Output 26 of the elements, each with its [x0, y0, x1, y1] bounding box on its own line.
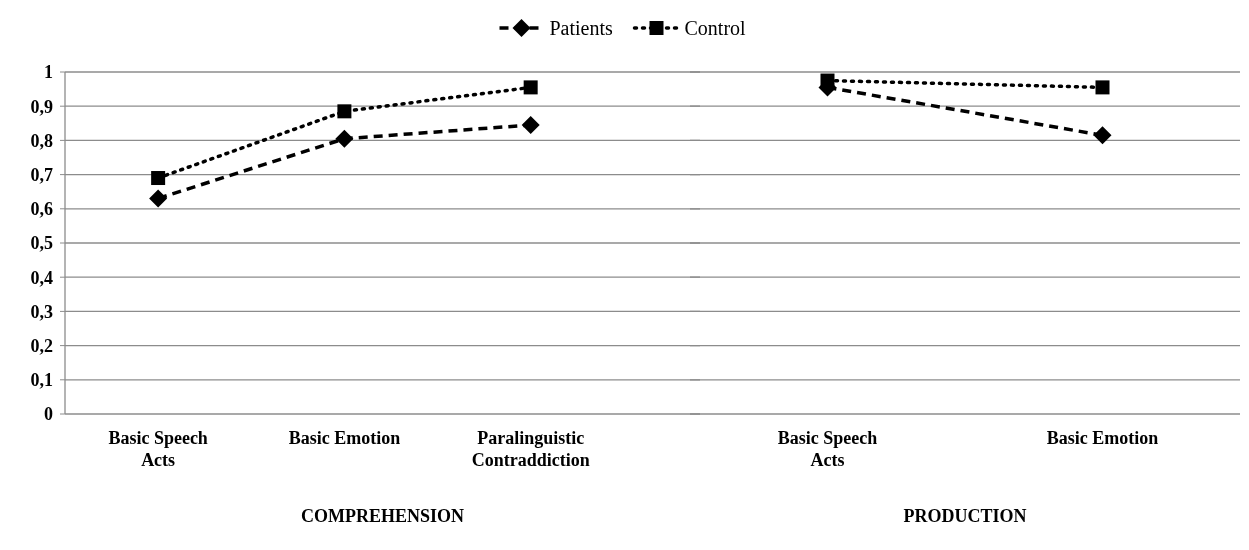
y-tick-label: 1: [44, 62, 53, 83]
y-tick-label: 0,6: [30, 199, 53, 220]
point: [151, 171, 166, 186]
x-tick-label: Basic Speech Acts: [108, 428, 208, 470]
x-axis-title: PRODUCTION: [903, 506, 1027, 526]
y-tick-label: 0,1: [30, 370, 53, 391]
y-tick-label: 0: [44, 404, 53, 425]
point: [337, 104, 352, 119]
x-tick-label: Paralinguistic Contraddiction: [471, 428, 590, 470]
x-tick-label: Basic Emotion: [1046, 428, 1159, 448]
y-tick-label: 0,3: [30, 301, 53, 322]
point: [523, 80, 538, 95]
legend-label: Control: [684, 17, 747, 39]
x-tick-label: Basic Speech Acts: [777, 428, 878, 470]
y-tick-label: 0,4: [30, 267, 53, 288]
y-tick-label: 0,2: [30, 335, 53, 356]
x-axis-title: COMPREHENSION: [300, 506, 465, 526]
x-tick-label: Basic Emotion: [288, 428, 401, 448]
y-tick-label: 0,5: [30, 233, 53, 254]
legend-label: Patients: [549, 17, 614, 39]
point: [521, 116, 540, 135]
point: [335, 129, 354, 148]
point: [149, 189, 168, 208]
y-tick-label: 0,7: [30, 164, 53, 185]
y-tick-label: 0,9: [30, 96, 53, 117]
y-tick-label: 0,8: [30, 130, 53, 151]
